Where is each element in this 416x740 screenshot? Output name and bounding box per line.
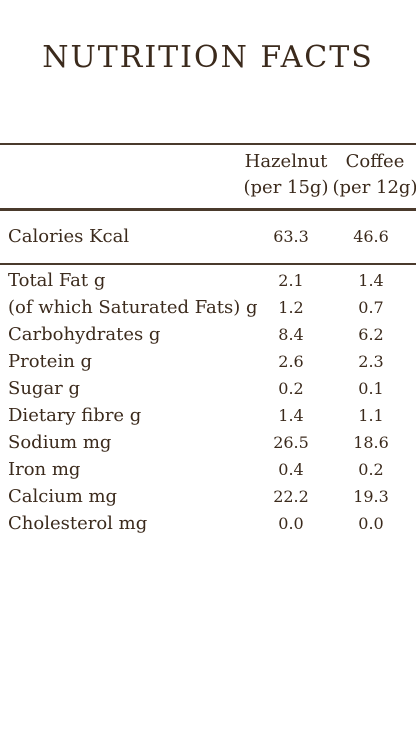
coffee-value: 2.3: [358, 352, 384, 371]
nutrient-row: Sodium mg 26.5 18.6: [0, 430, 416, 456]
coffee-serving-size: (per 12g): [332, 177, 416, 198]
coffee-value: 6.2: [358, 325, 384, 344]
coffee-value: 0.0: [358, 514, 384, 533]
coffee-value: 1.1: [358, 406, 384, 425]
nutrient-label: Calcium mg: [8, 486, 118, 507]
hazelnut-column-name: Hazelnut: [244, 151, 328, 172]
nutrient-label: Total Fat g: [8, 270, 106, 291]
coffee-column-name: Coffee: [345, 151, 405, 172]
nutrient-row: Sugar g 0.2 0.1: [0, 376, 416, 402]
hazelnut-column-header: Hazelnut (per 15g): [238, 149, 334, 201]
coffee-value: 0.1: [358, 379, 384, 398]
nutrient-label: Sodium mg: [8, 432, 112, 453]
calories-coffee-value: 46.6: [353, 227, 389, 246]
top-divider: [0, 143, 416, 145]
coffee-value: 19.3: [353, 487, 389, 506]
hazelnut-value: 2.1: [278, 271, 304, 290]
calories-hazelnut-value: 63.3: [273, 227, 309, 246]
hazelnut-value: 1.4: [278, 406, 304, 425]
coffee-value: 1.4: [358, 271, 384, 290]
hazelnut-value: 0.0: [278, 514, 304, 533]
coffee-value: 18.6: [353, 433, 389, 452]
nutrient-label: Sugar g: [8, 378, 81, 399]
nutrient-row: Cholesterol mg 0.0 0.0: [0, 511, 416, 537]
hazelnut-value: 2.6: [278, 352, 304, 371]
nutrient-label: Carbohydrates g: [8, 324, 161, 345]
hazelnut-serving-size: (per 15g): [243, 177, 329, 198]
hazelnut-value: 26.5: [273, 433, 309, 452]
nutrient-row: Dietary fibre g 1.4 1.1: [0, 403, 416, 429]
nutrient-row: Iron mg 0.4 0.2: [0, 457, 416, 483]
calories-divider: [0, 263, 416, 265]
nutrient-label: Iron mg: [8, 459, 81, 480]
coffee-column-header: Coffee (per 12g): [330, 149, 416, 201]
coffee-value: 0.7: [358, 298, 384, 317]
nutrient-row: (of which Saturated Fats) g 1.2 0.7: [0, 295, 416, 321]
nutrient-row: Carbohydrates g 8.4 6.2: [0, 322, 416, 348]
nutrient-row: Protein g 2.6 2.3: [0, 349, 416, 375]
nutrient-label: Cholesterol mg: [8, 513, 148, 534]
nutrient-label: (of which Saturated Fats) g: [8, 297, 258, 318]
hazelnut-value: 22.2: [273, 487, 309, 506]
nutrient-label: Protein g: [8, 351, 93, 372]
nutrient-row: Total Fat g 2.1 1.4: [0, 268, 416, 294]
hazelnut-value: 1.2: [278, 298, 304, 317]
header-divider: [0, 208, 416, 211]
calories-label: Calories Kcal: [8, 226, 130, 247]
nutrient-row: Calcium mg 22.2 19.3: [0, 484, 416, 510]
hazelnut-value: 0.4: [278, 460, 304, 479]
hazelnut-value: 8.4: [278, 325, 304, 344]
hazelnut-value: 0.2: [278, 379, 304, 398]
calories-row: Calories Kcal 63.3 46.6: [0, 224, 416, 250]
nutrient-label: Dietary fibre g: [8, 405, 142, 426]
coffee-value: 0.2: [358, 460, 384, 479]
page-title: NUTRITION FACTS: [42, 40, 374, 75]
